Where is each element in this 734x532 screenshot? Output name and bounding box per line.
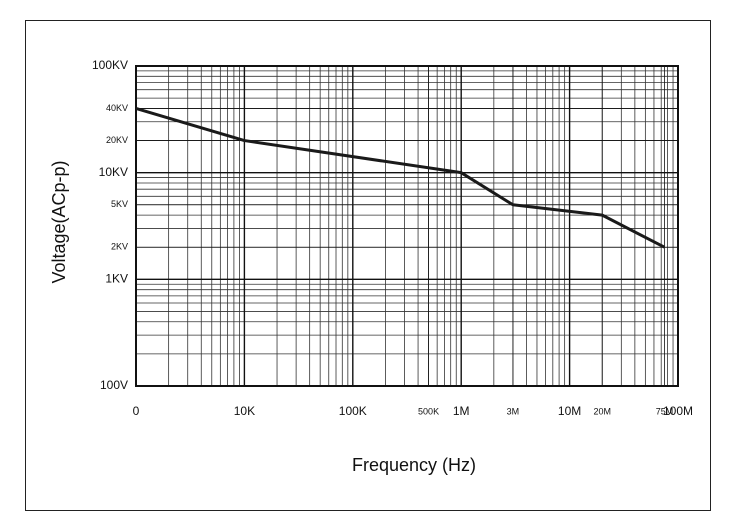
y-tick-label: 20KV xyxy=(106,135,128,145)
x-tick-label: 20M xyxy=(593,406,611,416)
x-tick-label: 100K xyxy=(339,404,367,418)
y-tick-label: 100V xyxy=(100,378,128,392)
x-tick-label: 10K xyxy=(234,404,255,418)
y-tick-label: 5KV xyxy=(111,199,128,209)
x-tick-label: 100M xyxy=(663,404,693,418)
data-line xyxy=(135,107,666,249)
y-tick-label: 1KV xyxy=(105,272,128,286)
y-tick-label: 10KV xyxy=(99,165,128,179)
y-tick-label: 100KV xyxy=(92,58,128,72)
x-tick-label: 1M xyxy=(453,404,470,418)
x-tick-label: 500K xyxy=(418,406,439,416)
frame xyxy=(25,20,711,511)
x-axis-title: Frequency (Hz) xyxy=(352,455,476,475)
y-axis-title: Voltage(ACp-p) xyxy=(49,160,69,283)
y-tick-label: 40KV xyxy=(106,103,128,113)
x-tick-label: 0 xyxy=(133,404,140,418)
x-tick-label: 75M xyxy=(656,406,674,416)
x-tick-label: 10M xyxy=(558,404,581,418)
x-tick-label: 3M xyxy=(507,406,520,416)
plot-border xyxy=(135,65,679,387)
y-tick-label: 2KV xyxy=(111,242,128,252)
